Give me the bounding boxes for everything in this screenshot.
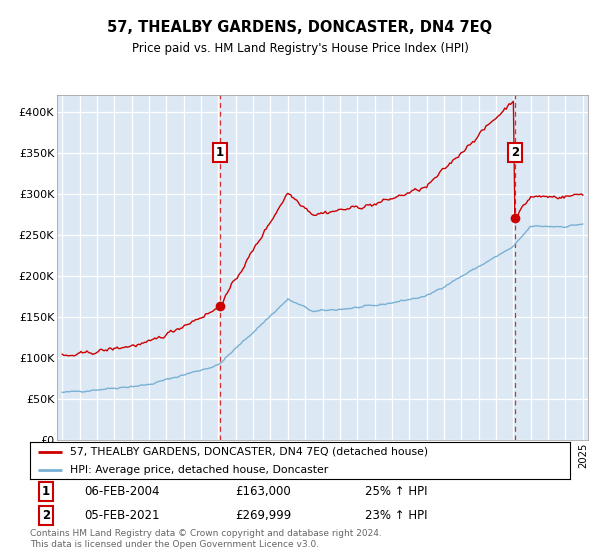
Text: £269,999: £269,999 [235, 509, 292, 522]
Text: 2: 2 [511, 146, 519, 159]
Text: HPI: Average price, detached house, Doncaster: HPI: Average price, detached house, Donc… [71, 465, 329, 475]
Text: 57, THEALBY GARDENS, DONCASTER, DN4 7EQ (detached house): 57, THEALBY GARDENS, DONCASTER, DN4 7EQ … [71, 446, 428, 456]
Text: £163,000: £163,000 [235, 485, 291, 498]
Text: 23% ↑ HPI: 23% ↑ HPI [365, 509, 427, 522]
Text: 06-FEB-2004: 06-FEB-2004 [84, 485, 160, 498]
Text: 1: 1 [216, 146, 224, 159]
Text: 1: 1 [42, 485, 50, 498]
Text: Contains HM Land Registry data © Crown copyright and database right 2024.
This d: Contains HM Land Registry data © Crown c… [30, 529, 382, 549]
Text: Price paid vs. HM Land Registry's House Price Index (HPI): Price paid vs. HM Land Registry's House … [131, 42, 469, 55]
Text: 25% ↑ HPI: 25% ↑ HPI [365, 485, 427, 498]
Text: 2: 2 [42, 509, 50, 522]
Text: 05-FEB-2021: 05-FEB-2021 [84, 509, 160, 522]
Text: 57, THEALBY GARDENS, DONCASTER, DN4 7EQ: 57, THEALBY GARDENS, DONCASTER, DN4 7EQ [107, 20, 493, 35]
